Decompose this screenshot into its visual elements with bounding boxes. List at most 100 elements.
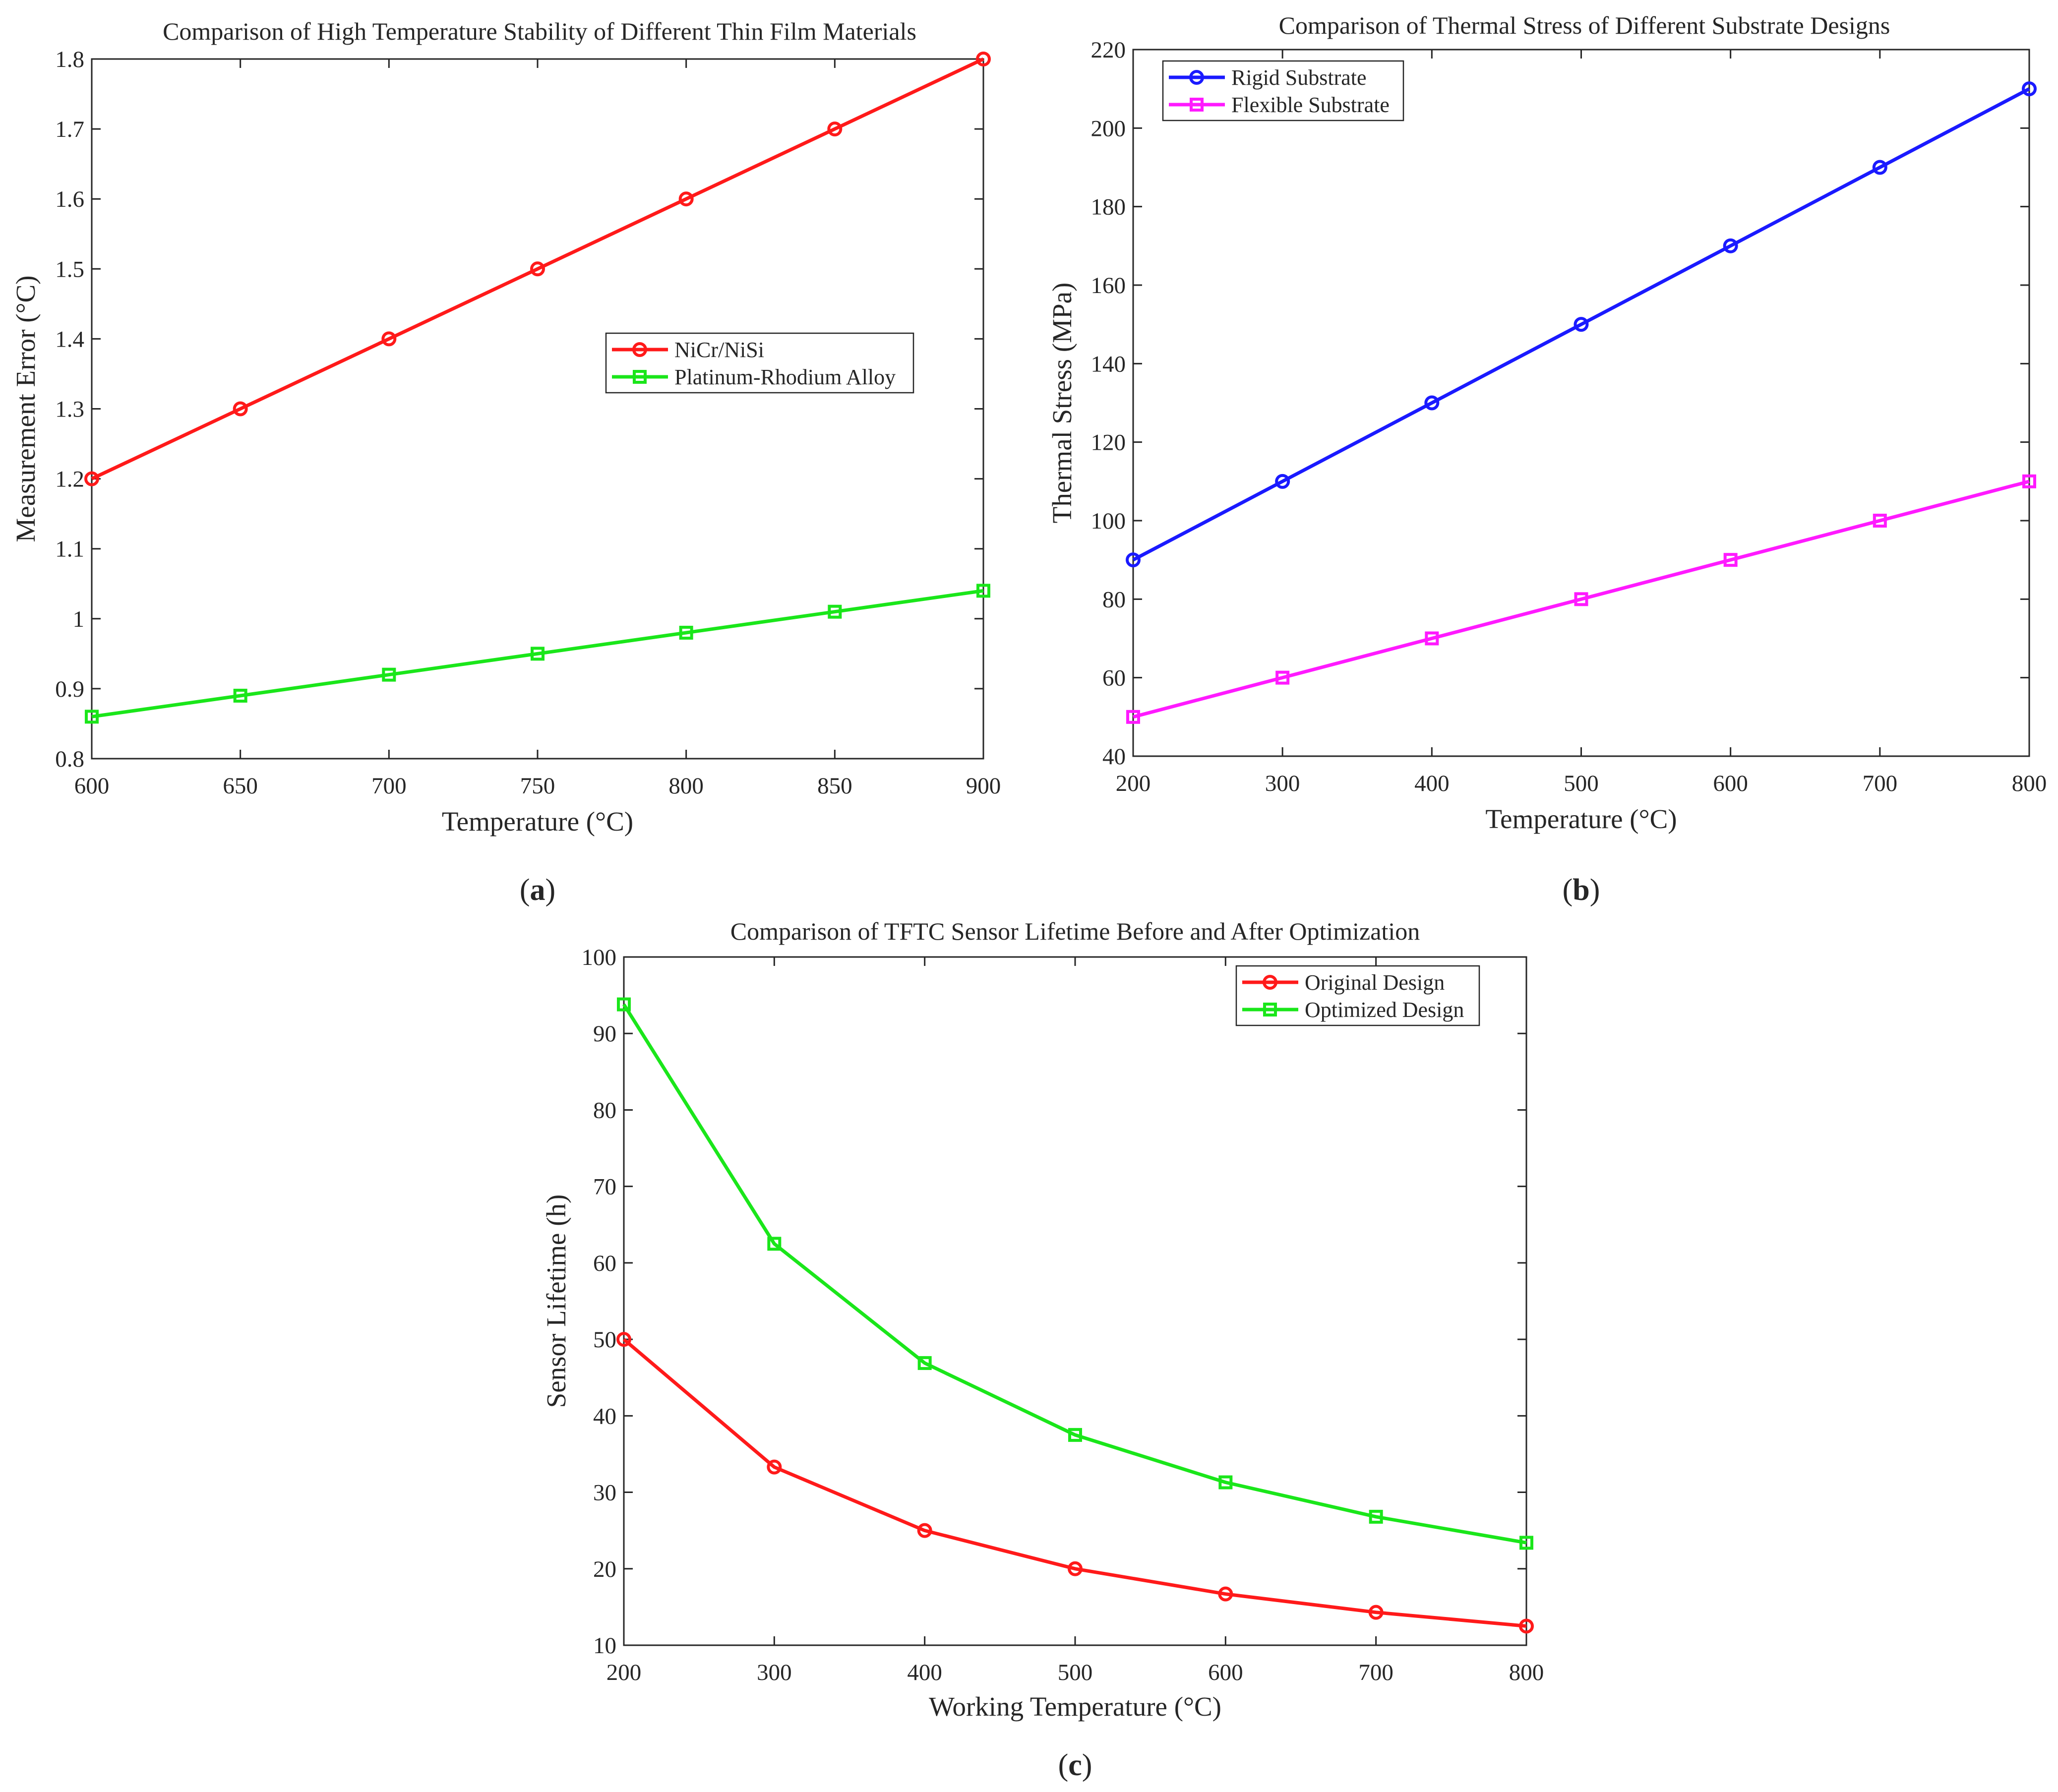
data-point-circle — [976, 52, 991, 66]
y-tick-label: 120 — [1091, 430, 1126, 456]
x-tick-label: 200 — [1116, 771, 1151, 796]
axes-box — [623, 956, 1527, 1646]
series-line-0 — [91, 57, 984, 480]
x-tick-label: 700 — [1358, 1660, 1393, 1685]
x-tick-label: 400 — [907, 1660, 942, 1685]
panel-label: (c) — [1058, 1748, 1092, 1782]
data-point-circle — [1068, 1561, 1083, 1576]
data-point-square — [233, 689, 247, 703]
data-point-circle — [1872, 160, 1887, 175]
legend: Rigid Substrate Flexible Substrate — [1162, 60, 1404, 121]
data-point-square — [1519, 1536, 1533, 1550]
panel-letter: c — [1068, 1748, 1082, 1782]
y-tick-label: 160 — [1091, 273, 1126, 299]
x-axis-label: Temperature (°C) — [442, 806, 633, 836]
data-point-circle — [767, 1459, 782, 1475]
y-tick-label: 220 — [1091, 37, 1126, 63]
legend-label: Flexible Substrate — [1231, 93, 1390, 117]
series-line-1 — [622, 1003, 1527, 1545]
x-tick-label: 900 — [966, 773, 1001, 799]
panel-letter: b — [1573, 873, 1589, 907]
y-tick-label: 1.6 — [55, 186, 84, 212]
legend-marker — [1189, 70, 1204, 85]
y-tick-label: 200 — [1091, 116, 1126, 141]
data-point-circle — [1368, 1605, 1384, 1620]
series-line-0 — [622, 1338, 1527, 1628]
data-point-square — [917, 1356, 932, 1370]
y-tick-label: 1.3 — [55, 397, 84, 422]
series-line-1 — [91, 589, 984, 718]
y-tick-label: 0.8 — [55, 746, 84, 772]
x-tick-label: 800 — [2012, 771, 2047, 796]
y-tick-label: 1.4 — [55, 326, 84, 352]
y-tick-label: 180 — [1091, 194, 1126, 220]
x-tick-label: 750 — [520, 773, 555, 799]
x-tick-label: 700 — [371, 773, 407, 799]
data-point-circle — [1519, 1618, 1534, 1634]
y-tick-label: 40 — [1102, 744, 1126, 770]
data-point-square — [382, 667, 396, 682]
chart-title: Comparison of High Temperature Stability… — [163, 17, 916, 45]
panel-letter: a — [530, 873, 545, 907]
data-point-circle — [381, 331, 397, 347]
chart-panel-c: 200 300 400 500 600 700 800 10 20 30 40 50 60 70 80 90 1… — [541, 917, 1544, 1782]
y-tick-label: 10 — [593, 1633, 616, 1659]
legend-marker — [633, 370, 647, 384]
x-tick-label: 500 — [1058, 1660, 1093, 1685]
data-point-circle — [1218, 1586, 1233, 1602]
y-axis-label: Thermal Stress (MPa) — [1047, 283, 1077, 524]
data-point-circle — [530, 261, 545, 277]
y-tick-label: 60 — [593, 1251, 616, 1276]
data-point-square — [828, 604, 842, 619]
legend-marker — [1263, 1003, 1277, 1016]
y-tick-label: 1.5 — [55, 256, 84, 282]
chart-panel-b: 200 300 400 500 600 700 800 40 60 80 100 120 140 160 1… — [1047, 11, 2047, 907]
x-tick-label: 200 — [606, 1660, 642, 1685]
data-point-square — [531, 647, 545, 661]
data-point-square — [1126, 710, 1140, 724]
x-tick-label: 700 — [1863, 771, 1898, 796]
data-point-circle — [1424, 395, 1440, 411]
x-tick-label: 600 — [1208, 1660, 1243, 1685]
x-tick-label: 600 — [74, 773, 110, 799]
y-tick-label: 70 — [593, 1174, 616, 1200]
data-point-square — [1723, 553, 1738, 567]
x-tick-label: 400 — [1414, 771, 1450, 796]
y-axis-label: Measurement Error (°C) — [10, 275, 41, 542]
data-point-circle — [2022, 81, 2037, 97]
data-point-circle — [616, 1332, 631, 1347]
y-tick-label: 80 — [1102, 587, 1126, 612]
legend: Original Design Optimized Design — [1235, 965, 1480, 1026]
data-point-circle — [1723, 238, 1738, 253]
y-tick-label: 20 — [593, 1556, 616, 1582]
chart-title: Comparison of TFTC Sensor Lifetime Befor… — [730, 917, 1420, 945]
panel-label: (b) — [1563, 873, 1600, 907]
data-point-circle — [1126, 552, 1141, 568]
data-point-square — [1068, 1428, 1082, 1442]
data-point-square — [1369, 1509, 1383, 1524]
chart-title: Comparison of Thermal Stress of Differen… — [1279, 11, 1890, 39]
x-axis-label: Working Temperature (°C) — [929, 1691, 1221, 1722]
data-point-square — [679, 626, 693, 640]
legend-label: Optimized Design — [1305, 998, 1464, 1022]
y-tick-label: 80 — [593, 1097, 616, 1123]
data-point-square — [976, 584, 990, 598]
y-tick-label: 50 — [593, 1327, 616, 1353]
data-point-circle — [84, 471, 99, 486]
y-tick-label: 1.2 — [55, 467, 84, 492]
y-axis-label: Sensor Lifetime (h) — [541, 1195, 571, 1408]
y-tick-label: 30 — [593, 1480, 616, 1506]
y-tick-label: 100 — [582, 945, 617, 970]
x-tick-label: 800 — [1509, 1660, 1544, 1685]
x-tick-label: 650 — [223, 773, 258, 799]
y-tick-label: 1.8 — [55, 47, 84, 72]
data-point-circle — [917, 1523, 932, 1538]
data-point-square — [617, 997, 631, 1012]
legend-label: Original Design — [1305, 970, 1445, 995]
legend-label: Rigid Substrate — [1231, 65, 1367, 90]
x-tick-label: 500 — [1564, 771, 1599, 796]
legend-box — [605, 332, 914, 394]
chart-panel-a: 600 650 700 750 800 850 900 0.8 0.9 1 1.1 1.2 1.3 1.4… — [10, 17, 1001, 907]
y-tick-label: 60 — [1102, 665, 1126, 691]
